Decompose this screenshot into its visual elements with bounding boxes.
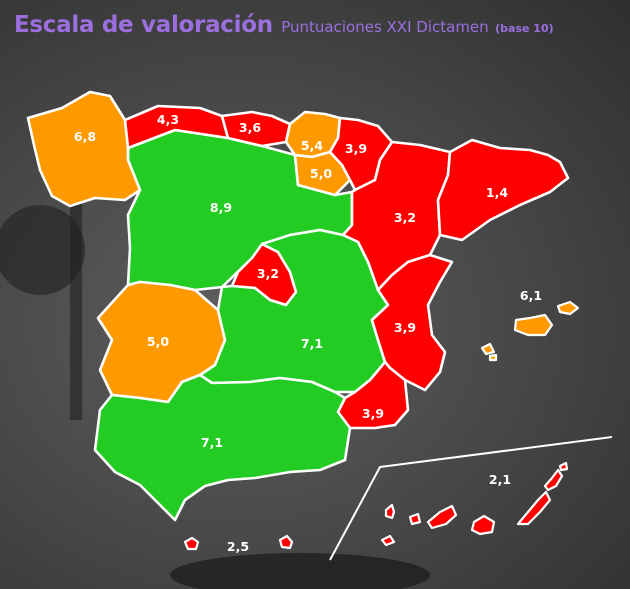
canarias-separator-line [329,436,613,561]
score-label-la-rioja: 5,0 [310,166,332,181]
shadow-bottom [170,553,430,589]
region-baleares-mallorca[interactable] [513,313,554,337]
score-label-baleares: 6,1 [520,288,542,303]
score-label-cantabria: 3,6 [239,120,261,135]
region-canarias-fuerteventura[interactable] [516,490,552,526]
shadow-pole [70,180,82,420]
region-cataluna[interactable] [436,138,570,242]
score-label-madrid: 3,2 [257,266,279,281]
score-label-cataluna: 1,4 [486,185,508,200]
region-baleares-menorca[interactable] [556,300,580,316]
score-label-asturias: 4,3 [157,112,179,127]
region-canarias-lanzarote[interactable] [543,468,564,492]
score-label-aragon: 3,2 [394,210,416,225]
region-galicia[interactable] [26,90,142,208]
score-label-pais-vasco: 5,4 [301,138,323,153]
region-baleares-ibiza[interactable] [480,342,496,356]
region-andalucia[interactable] [93,373,352,522]
map-title: Escala de valoración [14,12,273,38]
score-label-andalucia: 7,1 [201,435,223,450]
region-canarias-gran-canaria[interactable] [470,514,496,536]
region-canarias-la-palma[interactable] [384,503,396,520]
region-canarias-la-gomera[interactable] [408,512,422,526]
base-note: (base 10) [495,22,554,35]
score-label-castilla-y-leon: 8,9 [210,200,232,215]
score-label-extremadura: 5,0 [147,334,169,349]
region-canarias-el-hierro[interactable] [380,534,396,547]
score-label-murcia: 3,9 [362,406,384,421]
region-ceuta[interactable] [183,536,200,551]
score-label-ceuta-melilla: 2,5 [227,539,249,554]
region-canarias-graciosa[interactable] [558,461,569,472]
region-canarias-tenerife[interactable] [426,504,458,530]
region-melilla[interactable] [278,534,294,550]
region-murcia[interactable] [336,360,410,430]
score-label-castilla-la-mancha: 7,1 [301,336,323,351]
score-label-galicia: 6,8 [74,129,96,144]
shadow-circle [0,205,85,295]
title-bar: Escala de valoración Puntuaciones XXI Di… [14,12,554,38]
map-subtitle: Puntuaciones XXI Dictamen [281,18,489,36]
region-baleares-formentera[interactable] [488,353,498,362]
score-label-navarra: 3,9 [345,141,367,156]
score-label-canarias: 2,1 [489,472,511,487]
score-label-comunidad-valenciana: 3,9 [394,320,416,335]
